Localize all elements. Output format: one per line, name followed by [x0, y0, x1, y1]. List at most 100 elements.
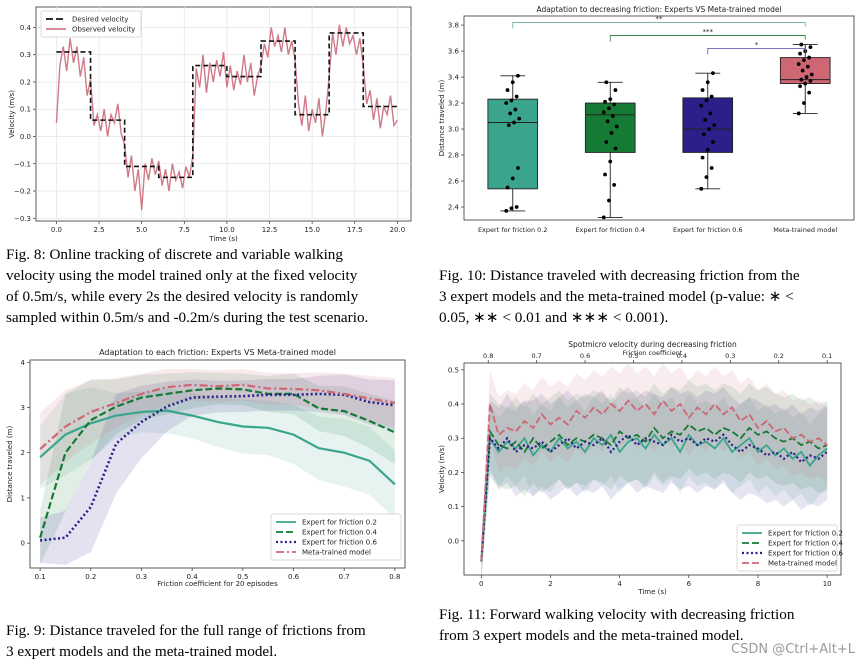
fig8-x-tick-label: 5.0 — [136, 226, 147, 234]
fig10-data-point — [803, 81, 808, 86]
fig8-y-tick-label: 0.0 — [20, 133, 31, 141]
fig11-x-axis-label: Time (s) — [637, 588, 667, 596]
fig9-legend-entry: Meta-trained model — [302, 549, 371, 557]
fig8-velocity-tracking-chart: 0.0 2.5 5.0 7.5 10.0 12.5 15.0 17.5 20.0 −0.3 −0.2… — [8, 6, 412, 243]
fig10-data-point — [610, 114, 615, 118]
fig10-data-point — [709, 166, 714, 170]
fig10-data-point — [808, 45, 813, 50]
fig10-category-label: Expert for friction 0.2 — [478, 226, 548, 234]
fig9-x-tick-label: 0.1 — [35, 573, 46, 581]
fig10-y-tick-label: 2.4 — [448, 204, 460, 212]
watermark: CSDN @Ctrl+Alt+L — [731, 642, 855, 657]
fig10-title: Adaptation to decreasing friction: Exper… — [536, 5, 781, 14]
fig10-box — [682, 97, 734, 153]
fig11-x-tick-label: 6 — [687, 580, 692, 588]
fig10-data-point — [709, 94, 714, 99]
fig10-data-point — [609, 131, 614, 135]
fig10-y-tick-label: 3.0 — [448, 126, 459, 134]
fig11-y-tick-label: 0.5 — [448, 366, 459, 374]
fig11-legend-entry: Meta-trained model — [768, 560, 837, 568]
fig11-x-tick-label: 8 — [756, 580, 760, 588]
fig10-data-point — [798, 84, 802, 89]
fig8-y-tick-label: 0.1 — [20, 106, 31, 114]
fig8-desired-velocity-line — [56, 32, 398, 179]
fig10-significance-bracket — [512, 22, 806, 29]
fig10-data-point — [607, 198, 611, 203]
fig10-data-point — [509, 98, 514, 103]
fig10-y-tick-label: 3.8 — [448, 22, 459, 30]
fig11-y-tick-label: 0.4 — [448, 401, 460, 409]
fig10-significance-bracket — [707, 48, 806, 55]
fig8-x-tick-label: 20.0 — [390, 226, 406, 234]
fig11-top-tick-label: 0.3 — [725, 352, 735, 360]
fig10-data-point — [699, 103, 704, 108]
fig9-x-tick-label: 0.8 — [389, 573, 400, 581]
fig11-series-line — [480, 399, 828, 562]
fig10-data-point — [608, 97, 613, 102]
fig10-category-label: Meta-trained model — [773, 226, 837, 234]
fig11-confidence-band — [481, 363, 828, 579]
fig10-data-point — [704, 98, 709, 103]
fig10-data-point — [516, 166, 520, 170]
fig9-legend-entry: Expert for friction 0.2 — [302, 519, 377, 527]
fig10-data-point — [802, 101, 806, 105]
fig11-y-tick-label: 0.0 — [448, 537, 459, 545]
fig10-data-point — [603, 172, 607, 177]
fig10-data-point — [707, 127, 711, 131]
fig10-y-tick-label: 2.8 — [448, 152, 459, 160]
fig11-y-axis-label: Velocity (m/s) — [438, 445, 446, 493]
fig10-data-point — [711, 71, 715, 76]
fig9-series-line — [39, 409, 396, 486]
fig10-data-point — [605, 119, 610, 124]
fig9-confidence-band — [40, 374, 395, 565]
fig10-data-point — [509, 206, 514, 211]
fig10-data-point — [704, 175, 709, 180]
fig10-data-point — [508, 111, 513, 116]
fig10-data-point — [699, 186, 704, 191]
fig10-significance-label: * — [755, 41, 759, 49]
fig10-data-point — [804, 75, 809, 79]
fig8-x-axis-label: Time (s) — [208, 235, 238, 243]
fig10-data-point — [603, 99, 607, 104]
fig9-y-tick-label: 3 — [21, 404, 25, 412]
fig10-data-point — [505, 185, 510, 190]
fig11-x-tick-label: 10 — [823, 580, 832, 588]
fig10-data-point — [601, 110, 606, 115]
fig10-box — [584, 102, 636, 153]
fig10-data-point — [796, 62, 801, 66]
fig9-y-tick-label: 2 — [21, 449, 25, 457]
fig9-x-tick-label: 0.3 — [136, 573, 147, 581]
fig9-legend-box — [270, 513, 402, 561]
fig9-y-tick-label: 4 — [21, 359, 26, 367]
fig10-data-point — [505, 88, 510, 92]
fig11-series-line — [480, 433, 828, 562]
fig10-data-point — [711, 140, 715, 144]
fig8-x-tick-label: 0.0 — [51, 226, 62, 234]
fig10-significance-bracket — [609, 35, 806, 42]
fig8-y-tick-label: −0.2 — [14, 188, 31, 196]
fig9-y-tick-label: 0 — [21, 540, 25, 548]
fig8-y-tick-label: 0.2 — [20, 78, 31, 86]
fig10-data-point — [604, 140, 609, 144]
fig10-y-axis-label: Distance traveled (m) — [438, 80, 446, 157]
fig11-top-tick-label: 0.8 — [483, 352, 493, 360]
fig8-legend-entry: Desired velocity — [72, 16, 128, 24]
fig11-y-tick-label: 0.2 — [448, 469, 459, 477]
fig10-data-point — [504, 101, 509, 105]
fig10-y-tick-label: 3.4 — [448, 74, 460, 82]
fig10-data-point — [700, 155, 705, 160]
fig8-y-tick-label: −0.1 — [14, 160, 31, 168]
fig10-data-point — [613, 88, 618, 92]
fig11-top-tick-label: 0.5 — [628, 352, 638, 360]
fig10-data-point — [701, 132, 706, 137]
fig10-box — [487, 98, 539, 190]
fig10-data-point — [601, 215, 606, 220]
fig9-title: Adaptation to each friction: Experts VS … — [99, 348, 336, 357]
fig10-data-point — [514, 94, 519, 99]
fig11-legend-entry: Expert for friction 0.6 — [768, 550, 843, 558]
fig11-top-tick-label: 0.2 — [774, 352, 784, 360]
fig10-data-point — [798, 51, 802, 56]
fig10-data-point — [514, 205, 519, 209]
fig10-data-point — [608, 159, 613, 164]
fig10-data-point — [516, 73, 520, 78]
